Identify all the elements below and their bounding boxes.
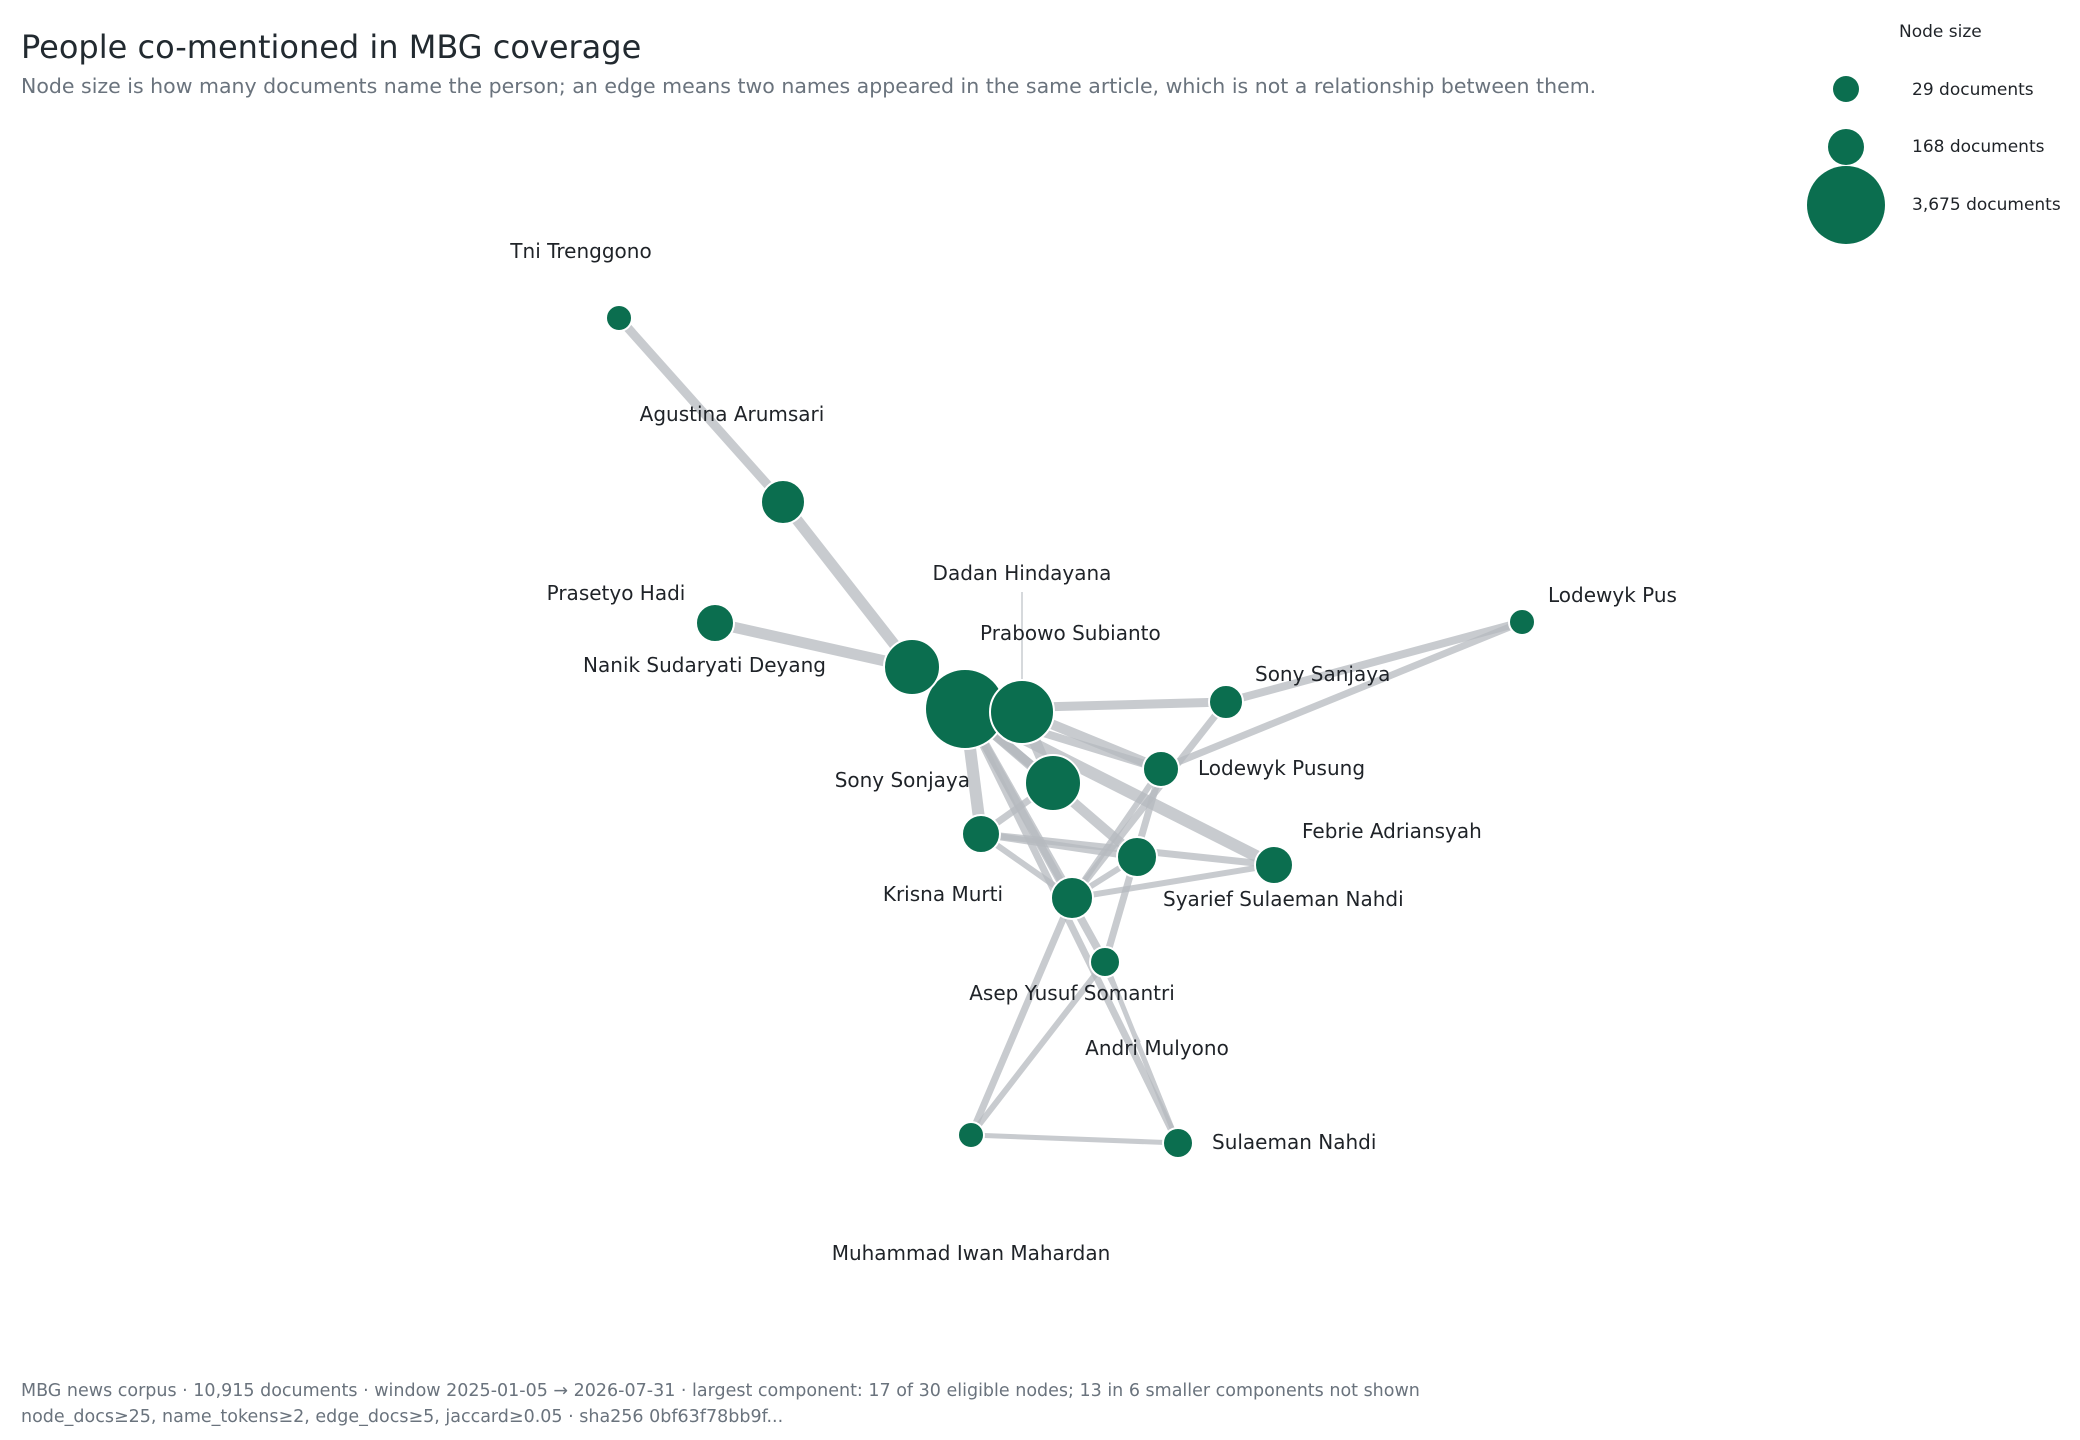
node-label-krisna: Krisna Murti [883,882,1003,906]
legend-title: Node size [1899,22,1982,42]
node-nanik[interactable] [883,638,941,696]
node-label-prabowo: Prabowo Subianto [980,621,1161,645]
node-lodewyk[interactable] [1142,750,1180,788]
node-label-agustina: Agustina Arumsari [640,402,825,426]
legend-label-2: 3,675 documents [1912,195,2061,215]
edge-sonjaya-sulaeman [961,707,1182,1145]
edge-agustina-nanik [778,498,917,671]
edge-tni-agustina [615,315,787,505]
node-sanjaya[interactable] [1208,684,1244,720]
node-label-prasetyo: Prasetyo Hadi [547,581,686,605]
node-dadan[interactable] [1024,754,1082,812]
node-label-sanjaya: Sony Sanjaya [1255,662,1390,686]
chart-title: People co-mentioned in MBG coverage [21,28,642,66]
edge-andri-sulaeman [1102,961,1181,1144]
leader-line-andri [1107,977,1141,1043]
legend-swatch-1 [1828,129,1864,165]
edge-lodewyk-lodpus [1159,618,1524,773]
node-label-lodewyk: Lodewyk Pusung [1198,756,1365,780]
legend-swatch-2 [1807,166,1885,244]
node-label-dadan: Dadan Hindayana [933,561,1112,585]
edge-prasetyo-nanik [713,617,914,673]
edge-sanjaya-lodpus [1224,618,1524,706]
node-prabowo[interactable] [989,679,1055,745]
node-label-sonjaya: Sony Sonjaya [835,768,970,792]
legend: Node size 29 documents 168 documents 3,675… [1807,22,2061,244]
footer: MBG news corpus · 10,915 documents · win… [21,1378,1420,1430]
node-iwan[interactable] [957,1121,985,1149]
footer-line-2: node_docs≥25, name_tokens≥2, edge_docs≥5… [21,1407,784,1427]
node-prasetyo[interactable] [695,603,735,643]
edge-andri-iwan [968,960,1108,1137]
node-label-syarief: Syarief Sulaeman Nahdi [1163,887,1404,911]
edge-layer [615,315,1524,1146]
node-syarief[interactable] [1116,836,1158,878]
node-label-iwan: Muhammad Iwan Mahardan [832,1241,1111,1265]
node-febrie[interactable] [1254,845,1294,885]
node-label-sulaeman: Sulaeman Nahdi [1212,1130,1376,1154]
leader-line-layer [1021,592,1141,1043]
label-layer: Sony Sonjaya Prabowo Subianto Dadan Hinday… [509,239,1677,1265]
legend-label-1: 168 documents [1912,137,2045,157]
edge-asep-iwan [967,896,1076,1137]
legend-swatch-0 [1833,76,1859,102]
node-label-lodpus: Lodewyk Pus [1548,583,1677,607]
node-label-febrie: Febrie Adriansyah [1302,819,1482,843]
node-asep[interactable] [1050,876,1094,920]
node-agustina[interactable] [760,479,806,525]
node-label-asep: Asep Yusuf Somantri [969,981,1175,1005]
node-sulaeman[interactable] [1162,1127,1194,1159]
legend-label-0: 29 documents [1912,80,2034,100]
node-label-nanik: Nanik Sudaryati Deyang [583,653,826,677]
edge-lodewyk-asep [1069,767,1164,900]
footer-line-1: MBG news corpus · 10,915 documents · win… [21,1381,1420,1401]
edge-asep-febrie [1071,862,1275,901]
chart-subtitle: Node size is how many documents name the… [21,74,1597,98]
node-layer [605,304,1536,1159]
node-andri[interactable] [1089,946,1121,978]
edge-iwan-sulaeman [970,1132,1179,1146]
node-krisna[interactable] [961,814,1001,854]
node-lodpus[interactable] [1508,608,1536,636]
node-label-tni: Tni Trenggono [509,239,651,263]
node-tni[interactable] [605,304,633,332]
node-label-andri: Andri Mulyono [1085,1036,1229,1060]
